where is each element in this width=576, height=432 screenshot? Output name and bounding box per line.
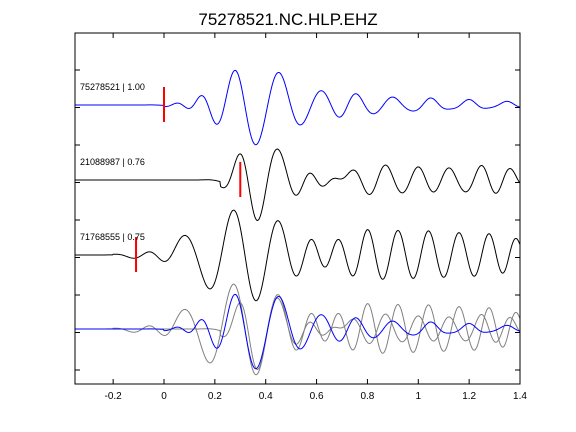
traces-layer	[75, 69, 521, 376]
x-tick-label: -0.2	[105, 391, 123, 402]
x-tick-label: 0.8	[360, 391, 374, 402]
trace-2-waveform	[75, 148, 521, 222]
x-tick-label: 0.6	[310, 391, 324, 402]
axes: -0.2 0 0.2 0.4 0.6 0.8 1 1.2 1.4	[74, 32, 527, 402]
x-tick-label: 0.4	[259, 391, 273, 402]
x-tick-label: 0.2	[208, 391, 222, 402]
axes-frame	[74, 32, 521, 385]
overlay-trace-1	[75, 293, 521, 370]
plot-area: 75278521 | 1.00 21088987 | 0.76 71768555 |…	[74, 32, 527, 402]
overlay-trace-2	[75, 297, 521, 371]
trace-1-waveform	[75, 69, 521, 146]
x-tick-label: 0	[161, 391, 167, 402]
overlay-trace-3	[75, 283, 521, 376]
x-tick-label: 1.2	[462, 391, 476, 402]
trace-2-label: 21088987 | 0.76	[80, 157, 145, 167]
chart-title: 75278521.NC.HLP.EHZ	[198, 10, 377, 29]
x-tick-label: 1	[416, 391, 422, 402]
trace-3-label: 71768555 | 0.75	[80, 232, 145, 242]
trace-labels: 75278521 | 1.00 21088987 | 0.76 71768555 |…	[80, 82, 145, 242]
trace-1-label: 75278521 | 1.00	[80, 82, 145, 92]
x-tick-label: 1.4	[513, 391, 527, 402]
trace-3-waveform	[75, 209, 521, 302]
